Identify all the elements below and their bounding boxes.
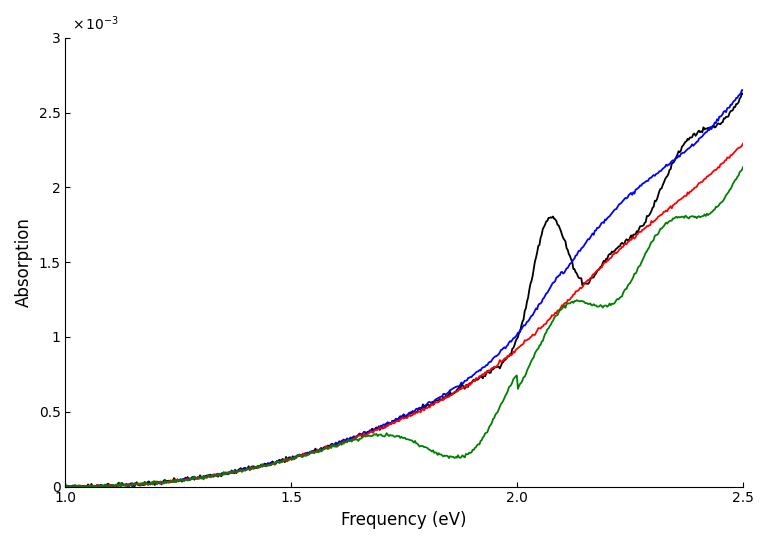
Text: $\times\,10^{-3}$: $\times\,10^{-3}$ xyxy=(72,15,119,33)
X-axis label: Frequency (eV): Frequency (eV) xyxy=(341,511,467,529)
Y-axis label: Absorption: Absorption xyxy=(15,217,33,307)
